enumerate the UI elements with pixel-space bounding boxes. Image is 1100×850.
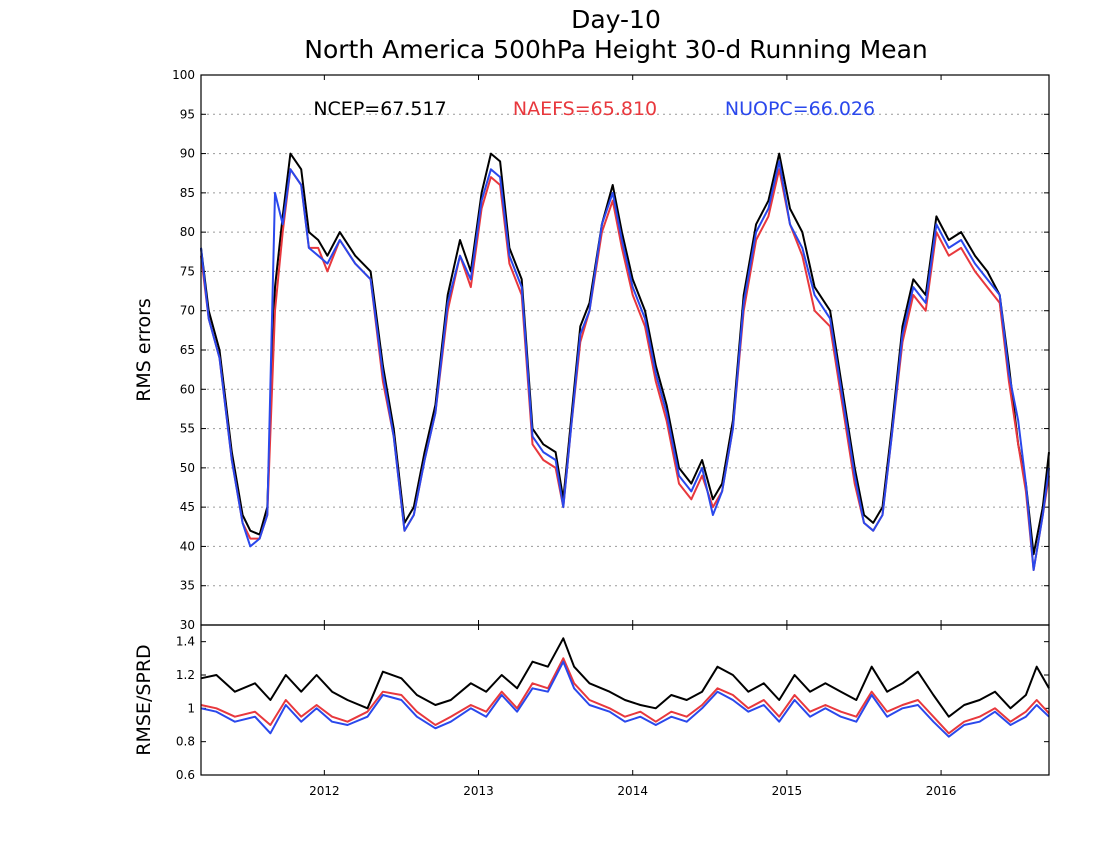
rms-ytick-label-2: 40 (180, 539, 195, 553)
legend: NCEP=67.517 NAEFS=65.810 NUOPC=66.026 (313, 98, 875, 120)
xtick-label-2015: 2015 (772, 784, 803, 798)
rms-ytick-label-0: 30 (180, 618, 195, 632)
xtick-label-2014: 2014 (617, 784, 648, 798)
rms-ytick-label-6: 60 (180, 382, 195, 396)
rms-ytick-label-13: 95 (180, 107, 195, 121)
xtick-label-2012: 2012 (309, 784, 340, 798)
ratio-ytick-label-2: 1 (187, 701, 195, 715)
rms-ytick-label-12: 90 (180, 147, 195, 161)
legend-item-0: NCEP=67.517 (313, 98, 446, 120)
rms-ytick-label-5: 55 (180, 422, 195, 436)
ratio-plot-frame (200, 624, 1050, 776)
ratio-series-nuopc (200, 660, 1050, 738)
chart-title-line2: North America 500hPa Height 30-d Running… (304, 35, 927, 64)
rms-ytick-label-4: 50 (180, 461, 195, 475)
rms-errors-panel: 30 35 40 45 50 55 60 65 70 75 80 85 90 95 100 RMS error… (133, 68, 1050, 632)
legend-item-2: NUOPC=66.026 (725, 98, 875, 120)
rmse-sprd-panel: 0.6 0.8 1 1.2 1.4 2012 2013 2014 2015 2016 RMSE/SP… (133, 624, 1050, 798)
rms-ytick-label-8: 70 (180, 304, 195, 318)
chart-title-line1: Day-10 (571, 5, 661, 34)
xtick-label-2013: 2013 (463, 784, 494, 798)
xtick-label-2016: 2016 (926, 784, 957, 798)
rms-ytick-label-7: 65 (180, 343, 195, 357)
rms-ytick-label-14: 100 (172, 68, 195, 82)
rms-ytick-label-9: 75 (180, 264, 195, 278)
ratio-ytick-label-4: 1.4 (176, 635, 195, 649)
rms-series-naefs (200, 168, 1050, 571)
rms-series-nuopc (200, 160, 1050, 571)
rms-ytick-label-1: 35 (180, 579, 195, 593)
ratio-ylabel: RMSE/SPRD (133, 644, 155, 755)
ratio-ytick-label-0: 0.6 (176, 768, 195, 782)
ratio-ytick-label-3: 1.2 (176, 668, 195, 682)
rms-ytick-label-3: 45 (180, 500, 195, 514)
rms-ytick-label-11: 85 (180, 186, 195, 200)
rms-ytick-label-10: 80 (180, 225, 195, 239)
rms-ylabel: RMS errors (133, 298, 155, 402)
ratio-ytick-label-1: 0.8 (176, 735, 195, 749)
ratio-series-naefs (200, 657, 1050, 735)
rms-series-ncep (200, 152, 1050, 556)
ratio-series-ncep (200, 637, 1050, 718)
legend-item-1: NAEFS=65.810 (513, 98, 657, 120)
